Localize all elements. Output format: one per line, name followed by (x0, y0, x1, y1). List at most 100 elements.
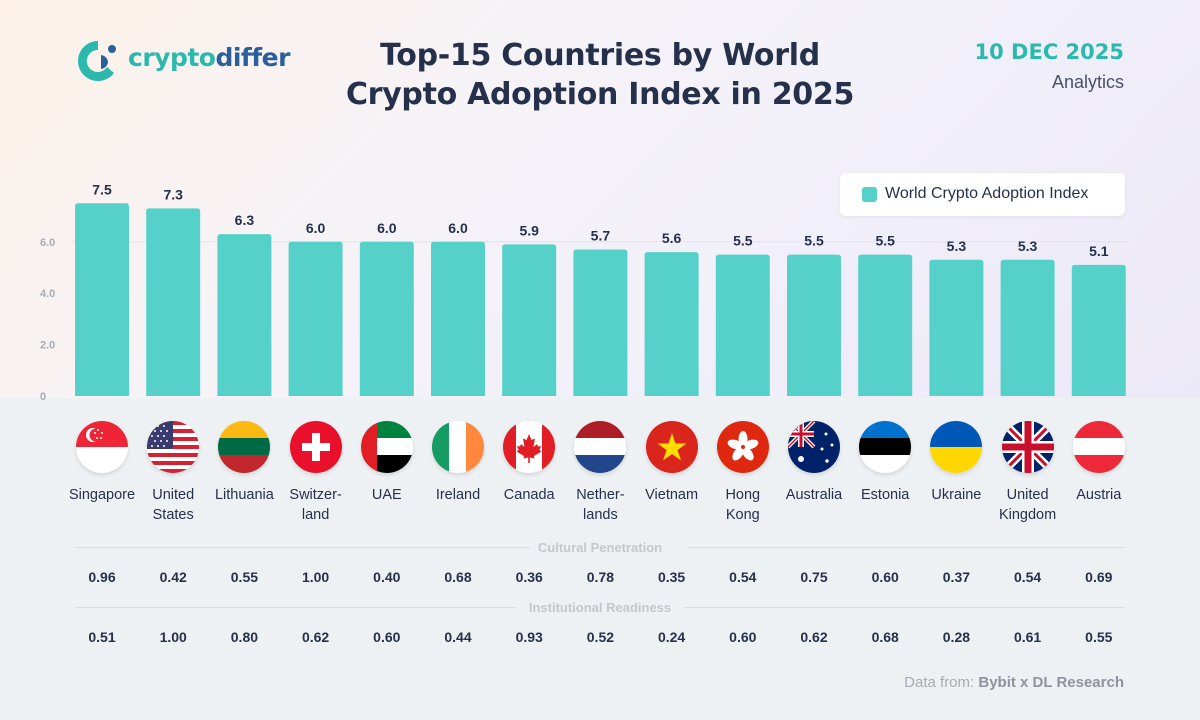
bar (431, 241, 485, 396)
cultural-penetration-value: 0.78 (586, 569, 615, 585)
usa-flag-icon (147, 421, 200, 473)
switzerland-flag-icon (289, 421, 342, 473)
y-tick-label: 4.0 (40, 288, 55, 300)
bar-value-label: 5.5 (875, 233, 895, 249)
country-label: Canada (503, 487, 555, 503)
source-prefix: Data from: (904, 674, 975, 691)
cultural-penetration-value: 0.60 (871, 569, 899, 585)
bar-value-label: 6.0 (377, 220, 397, 236)
source-name: Bybit x DL Research (978, 674, 1124, 691)
institutional-readiness-value: 0.60 (373, 629, 401, 645)
cultural-penetration-value: 0.96 (88, 569, 116, 585)
logo-wordmark-part2: differ (215, 43, 290, 72)
bar (1071, 264, 1126, 396)
institutional-readiness-value: 0.55 (1085, 629, 1113, 645)
data-source: Data from: Bybit x DL Research (904, 674, 1124, 691)
cultural-penetration-label: Cultural Penetration (537, 540, 663, 555)
institutional-readiness-value: 0.93 (515, 629, 543, 645)
divider-right-1 (688, 547, 1125, 548)
bar-value-label: 5.3 (947, 238, 967, 254)
uk-flag-icon (1001, 421, 1054, 473)
country-label: United Kingdom (998, 487, 1057, 523)
y-tick-label: 2.0 (40, 340, 55, 352)
bar (929, 259, 984, 396)
bar (75, 203, 129, 396)
institutional-readiness-value: 0.68 (871, 629, 899, 645)
y-tick-label: 6.0 (40, 237, 55, 249)
country-label: Lithuania (214, 487, 274, 503)
bar (1000, 259, 1055, 396)
divider-left-1 (75, 547, 530, 548)
institutional-readiness-value: 0.61 (1013, 629, 1042, 645)
bar-value-label: 5.5 (804, 233, 824, 249)
austria-flag-icon (1072, 421, 1125, 473)
cultural-penetration-value: 0.54 (729, 569, 757, 585)
bar (644, 252, 699, 396)
vietnam-flag-icon (645, 421, 698, 473)
bar (787, 254, 841, 396)
bar (858, 254, 913, 396)
institutional-readiness-value: 0.51 (88, 629, 116, 645)
title-line-1: Top-15 Countries by World (380, 38, 820, 73)
country-label: Estonia (861, 487, 910, 503)
singapore-flag-icon (76, 421, 128, 473)
country-label: UAE (371, 487, 402, 503)
bar-value-label: 5.6 (662, 230, 682, 246)
divider-right-2 (685, 607, 1125, 608)
australia-flag-icon (788, 421, 840, 473)
y-tick-label: 0 (40, 391, 46, 403)
logo-icon (78, 41, 116, 81)
chart-legend[interactable]: World Crypto Adoption Index (840, 173, 1125, 216)
country-label: Nether- lands (576, 487, 625, 523)
cultural-penetration-value: 0.54 (1013, 569, 1042, 585)
bar (359, 241, 414, 396)
country-label: Singapore (68, 487, 136, 503)
institutional-readiness-value: 0.44 (444, 629, 472, 645)
country-label: Australia (785, 487, 843, 503)
country-label: Vietnam (645, 487, 699, 503)
bar (217, 234, 272, 396)
institutional-readiness-value: 0.24 (657, 629, 686, 645)
cultural-penetration-value: 0.69 (1085, 569, 1113, 585)
cultural-penetration-value: 0.37 (942, 569, 971, 585)
bar (288, 241, 343, 396)
institutional-readiness-value: 0.62 (301, 629, 330, 645)
cultural-penetration-value: 0.75 (800, 569, 828, 585)
bar-value-label: 6.3 (235, 212, 255, 228)
bar (502, 244, 557, 396)
institutional-readiness-value: 0.80 (230, 629, 259, 645)
lithuania-flag-icon (218, 421, 271, 473)
ireland-flag-icon (432, 421, 484, 473)
netherlands-flag-icon (574, 421, 627, 473)
institutional-readiness-value: 0.60 (729, 629, 757, 645)
institutional-readiness-value: 1.00 (159, 629, 187, 645)
cultural-penetration-value: 0.35 (657, 569, 686, 585)
publish-date: 10 DEC 2025 (974, 40, 1124, 64)
country-label: Hong Kong (725, 487, 761, 523)
uae-flag-icon (360, 421, 413, 473)
legend-label: World Crypto Adoption Index (885, 185, 1089, 202)
brand-logo[interactable]: cryptodiffer (74, 36, 294, 86)
country-label: United States (152, 487, 195, 523)
logo-wordmark-part1: crypto (128, 43, 216, 72)
institutional-readiness-value: 0.52 (586, 629, 615, 645)
ukraine-flag-icon (930, 421, 983, 473)
legend-swatch (862, 187, 877, 202)
hong-kong-flag-icon (716, 421, 769, 473)
cultural-penetration-value: 0.42 (159, 569, 187, 585)
bar-value-label: 6.0 (306, 220, 326, 236)
bar-value-label: 6.0 (448, 220, 468, 236)
cultural-penetration-value: 0.68 (444, 569, 472, 585)
page-title: Top-15 Countries by World Crypto Adoptio… (300, 36, 900, 114)
bar-value-label: 7.3 (163, 186, 183, 202)
logo-wordmark: cryptodiffer (128, 43, 290, 72)
country-label: Switzer- land (289, 487, 342, 523)
cultural-penetration-value: 1.00 (301, 569, 330, 585)
title-line-2: Crypto Adoption Index in 2025 (345, 77, 855, 112)
bar-value-label: 7.5 (92, 181, 112, 197)
estonia-flag-icon (859, 421, 912, 473)
bar-value-label: 5.5 (733, 233, 753, 249)
country-label: Ireland (435, 487, 481, 503)
cultural-penetration-value: 0.55 (230, 569, 259, 585)
